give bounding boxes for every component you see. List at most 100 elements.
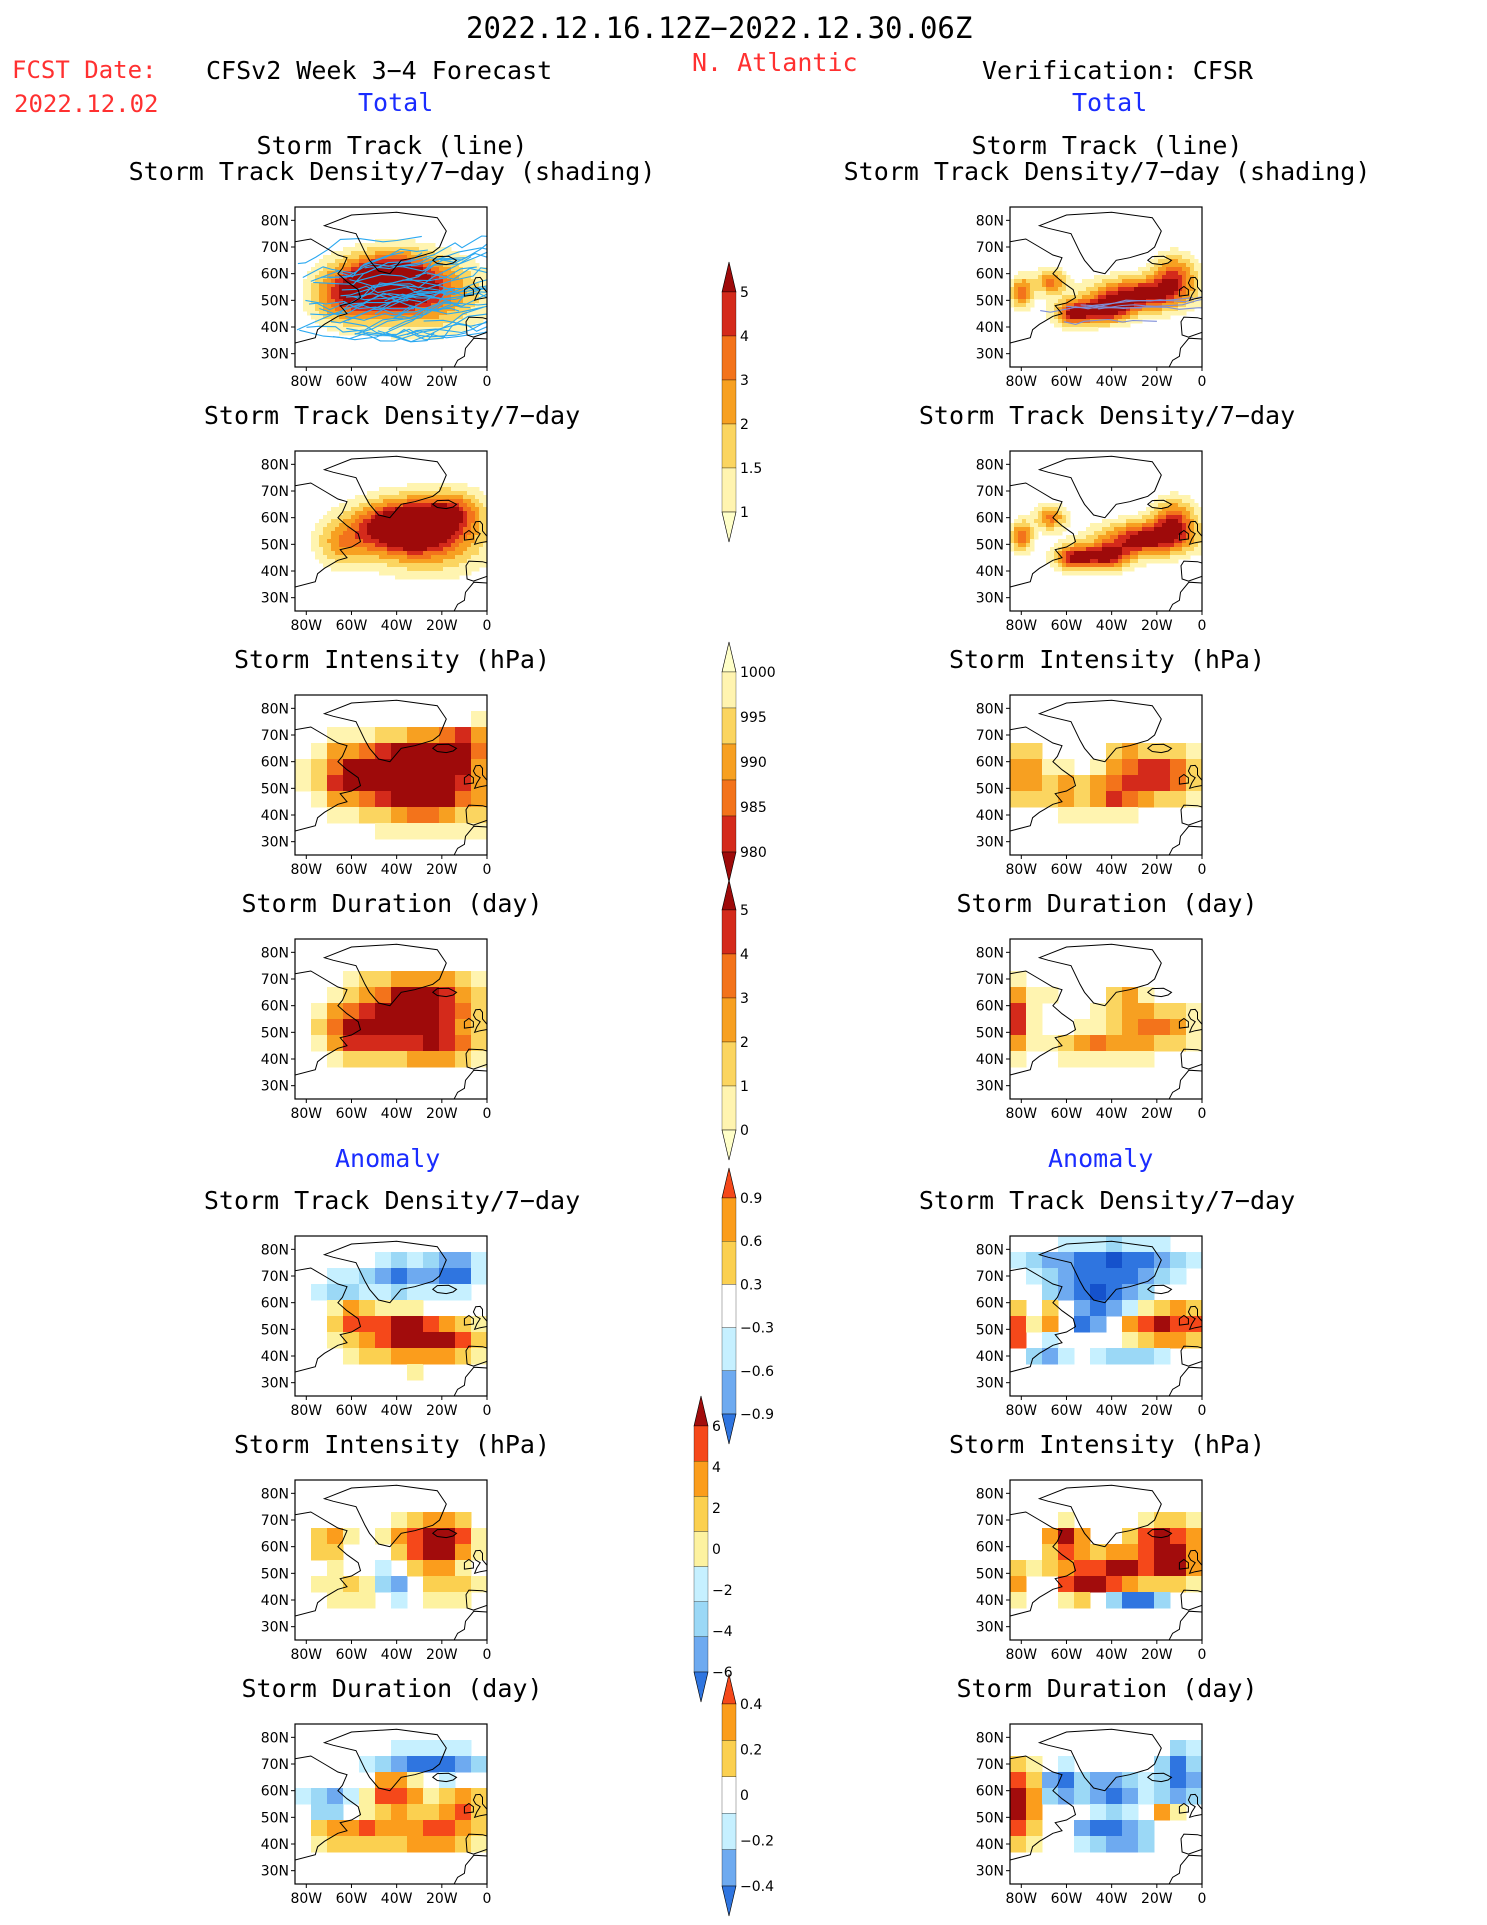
field-cell bbox=[471, 499, 476, 504]
field-cell bbox=[1198, 523, 1202, 528]
field-cell bbox=[355, 543, 360, 548]
coastline bbox=[1146, 499, 1173, 510]
field-cell bbox=[1042, 271, 1047, 276]
field-cell bbox=[375, 251, 380, 256]
colorbar-cap-bottom bbox=[721, 1129, 737, 1161]
field-cell bbox=[1174, 503, 1179, 508]
coastline bbox=[1180, 1048, 1202, 1070]
field-cell bbox=[1154, 527, 1159, 532]
field-cell bbox=[363, 275, 368, 280]
field-cell bbox=[479, 307, 484, 312]
field-cell bbox=[1046, 527, 1051, 532]
field-cell bbox=[435, 507, 440, 512]
field-cell bbox=[1058, 507, 1063, 512]
lat-label: 60N bbox=[261, 511, 289, 527]
field-cell bbox=[463, 567, 468, 572]
field-cell bbox=[1046, 275, 1051, 280]
field-cell bbox=[1046, 523, 1051, 528]
field-cell bbox=[1014, 539, 1019, 544]
field-cell bbox=[355, 311, 360, 316]
field-cell bbox=[447, 491, 452, 496]
field-cell bbox=[451, 503, 456, 508]
field-cell bbox=[459, 303, 464, 308]
field-cell bbox=[1090, 295, 1095, 300]
field-cell bbox=[415, 491, 420, 496]
field-cell bbox=[327, 303, 332, 308]
field-cell bbox=[1038, 271, 1043, 276]
field-cell bbox=[1122, 1252, 1139, 1269]
field-cell bbox=[339, 327, 344, 332]
field-cell bbox=[1010, 971, 1027, 988]
field-cell bbox=[455, 1788, 472, 1805]
field-cell bbox=[443, 543, 448, 548]
field-cell bbox=[443, 551, 448, 556]
field-cell bbox=[339, 563, 344, 568]
field-cell bbox=[1194, 535, 1199, 540]
field-cell bbox=[1138, 1003, 1155, 1020]
lat-label: 40N bbox=[976, 1593, 1004, 1609]
field-cell bbox=[483, 299, 487, 304]
field-cell bbox=[379, 247, 384, 252]
colorbar-segment bbox=[721, 1197, 737, 1242]
field-cell bbox=[431, 335, 436, 340]
field-cell bbox=[339, 287, 344, 292]
field-cell bbox=[1082, 307, 1087, 312]
field-cell bbox=[1154, 283, 1159, 288]
field-cell bbox=[1118, 275, 1123, 280]
field-cell bbox=[1090, 535, 1095, 540]
field-cell bbox=[1082, 535, 1087, 540]
field-cell bbox=[1162, 535, 1167, 540]
field-cell bbox=[1198, 263, 1202, 268]
field-cell bbox=[1050, 523, 1055, 528]
field-cell bbox=[1198, 267, 1202, 272]
field-cell bbox=[359, 327, 364, 332]
field-cell bbox=[479, 291, 484, 296]
field-cell bbox=[471, 259, 476, 264]
colorbar-label: 0.4 bbox=[740, 1697, 762, 1713]
field-cell bbox=[479, 539, 484, 544]
field-cell bbox=[1142, 551, 1147, 556]
field-cell bbox=[1066, 543, 1071, 548]
field-cell bbox=[1142, 311, 1147, 316]
coastline bbox=[431, 1772, 458, 1783]
field-cell bbox=[1158, 515, 1163, 520]
field-cell bbox=[1014, 547, 1019, 552]
field-cell bbox=[343, 807, 360, 824]
field-cell bbox=[1050, 319, 1055, 324]
field-cell bbox=[327, 287, 332, 292]
field-cell bbox=[355, 299, 360, 304]
field-cell bbox=[319, 555, 324, 560]
field-cell bbox=[435, 319, 440, 324]
colorbar-segment bbox=[721, 909, 737, 955]
field-cell bbox=[455, 1019, 472, 1036]
field-cell bbox=[1026, 743, 1043, 760]
field-cell bbox=[1154, 1003, 1171, 1020]
field-cell bbox=[463, 547, 468, 552]
field-cell bbox=[1066, 287, 1071, 292]
field-cell bbox=[475, 563, 480, 568]
field-cell bbox=[379, 571, 384, 576]
lat-label: 50N bbox=[261, 537, 289, 553]
field-cell bbox=[439, 1772, 456, 1789]
field-cell bbox=[363, 563, 368, 568]
field-cell bbox=[1030, 531, 1035, 536]
field-cell bbox=[435, 331, 440, 336]
field-cell bbox=[415, 519, 420, 524]
field-cell bbox=[395, 247, 400, 252]
field-cell bbox=[323, 535, 328, 540]
field-cell bbox=[331, 259, 336, 264]
lat-label: 80N bbox=[976, 1730, 1004, 1746]
field-cell bbox=[1166, 543, 1171, 548]
field-cell bbox=[1150, 271, 1155, 276]
field-cell bbox=[415, 319, 420, 324]
field-cell bbox=[371, 515, 376, 520]
field-cell bbox=[1178, 507, 1183, 512]
field-cell bbox=[1058, 519, 1063, 524]
field-cell bbox=[423, 807, 440, 824]
field-cell bbox=[1134, 515, 1139, 520]
field-cell bbox=[1122, 1003, 1139, 1020]
field-cell bbox=[471, 271, 476, 276]
field-cell bbox=[1050, 519, 1055, 524]
field-cell bbox=[1150, 315, 1155, 320]
